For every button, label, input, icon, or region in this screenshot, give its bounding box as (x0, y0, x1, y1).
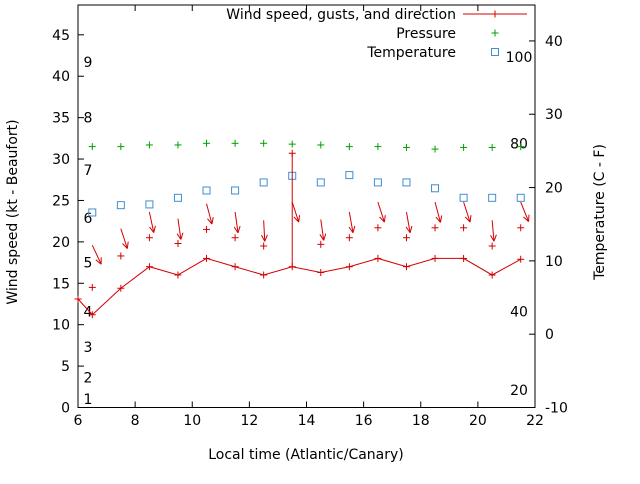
beaufort-label: 3 (84, 340, 93, 356)
beaufort-label: 5 (84, 256, 93, 272)
y-right-tick-label: -10 (545, 401, 568, 417)
x-tick-label: 10 (183, 413, 201, 429)
legend: Wind speed, gusts, and direction Pressur… (226, 7, 527, 61)
y-left-tick-label: 40 (52, 69, 70, 85)
pressure-series (89, 140, 524, 153)
pressure-scale-label: 40 (510, 304, 528, 320)
pressure-scale-label: 100 (506, 50, 533, 66)
legend-label-wind: Wind speed, gusts, and direction (226, 7, 456, 23)
x-tick-label: 22 (526, 413, 544, 429)
y-left-tick-label: 25 (52, 193, 70, 209)
axis-ticks (78, 5, 535, 408)
y-left-tick-label: 30 (52, 152, 70, 168)
plot-border (78, 5, 535, 408)
beaufort-label: 9 (84, 55, 93, 71)
y-right-tick-label: 0 (545, 327, 554, 343)
pressure-scale-label: 20 (510, 383, 528, 399)
y-left-axis-title: Wind speed (kt - Beaufort) (5, 119, 21, 304)
x-tick-label: 16 (355, 413, 373, 429)
legend-marker-samples (463, 11, 527, 56)
y-right-tick-label: 20 (545, 181, 563, 197)
y-right-tick-label: 40 (545, 34, 563, 50)
temperature-series (89, 172, 524, 216)
x-tick-label: 14 (298, 413, 316, 429)
x-tick-label: 8 (131, 413, 140, 429)
y-right-tick-label: 30 (545, 107, 563, 123)
wind-direction-arrows (92, 202, 529, 264)
x-tick-label: 18 (412, 413, 430, 429)
y-left-tick-label: 20 (52, 235, 70, 251)
x-tick-label: 20 (469, 413, 487, 429)
y-left-tick-label: 0 (61, 401, 70, 417)
wind-speed-series (75, 255, 525, 318)
y-right-tick-labels: -10 0 10 20 30 40 (545, 34, 568, 417)
x-tick-label: 6 (74, 413, 83, 429)
y-left-tick-label: 15 (52, 276, 70, 292)
y-left-tick-label: 45 (52, 28, 70, 44)
beaufort-label: 7 (84, 163, 93, 179)
legend-label-pressure: Pressure (396, 26, 456, 42)
y-left-tick-label: 10 (52, 318, 70, 334)
beaufort-label: 2 (84, 371, 93, 387)
beaufort-label: 8 (84, 111, 93, 127)
legend-label-temperature: Temperature (366, 45, 456, 61)
y-left-tick-labels: 0 5 10 15 20 25 30 35 40 45 (52, 28, 70, 417)
y-right-tick-label: 10 (545, 254, 563, 270)
y-left-tick-label: 35 (52, 111, 70, 127)
beaufort-label: 6 (84, 211, 93, 227)
x-tick-labels: 6 8 10 12 14 16 18 20 22 (74, 413, 544, 429)
pressure-scale-labels: 100 80 40 20 (506, 50, 533, 399)
y-right-axis-title: Temperature (C - F) (592, 144, 608, 281)
pressure-scale-label: 80 (510, 136, 528, 152)
x-axis-title: Local time (Atlantic/Canary) (208, 447, 404, 463)
beaufort-label: 1 (84, 392, 93, 408)
y-left-tick-label: 5 (61, 359, 70, 375)
x-tick-label: 12 (240, 413, 258, 429)
